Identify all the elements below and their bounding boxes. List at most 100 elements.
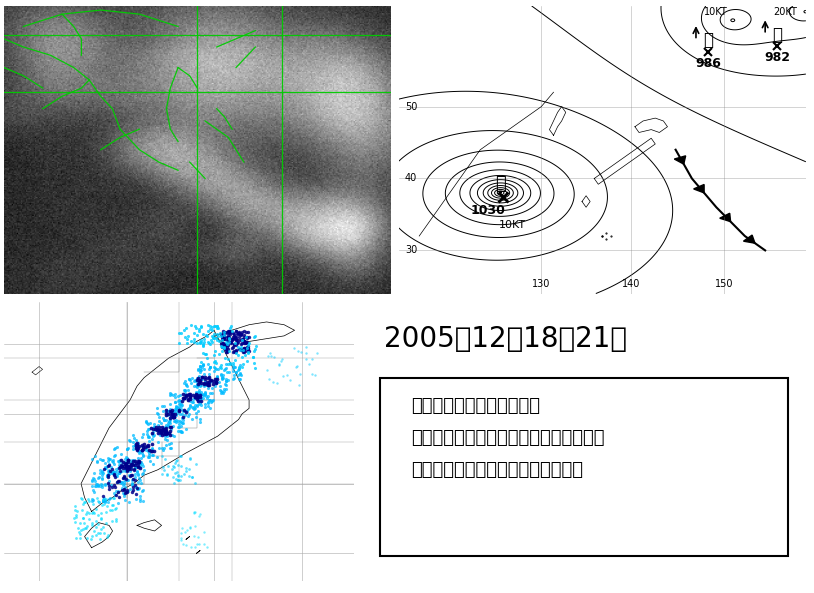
Point	[125, 475, 138, 484]
Point	[164, 423, 177, 432]
Point	[113, 460, 126, 469]
Point	[158, 443, 171, 452]
Point	[94, 468, 107, 478]
Point	[223, 333, 236, 343]
Point	[109, 503, 122, 513]
Point	[151, 429, 164, 438]
Point	[111, 471, 124, 481]
Point	[103, 467, 116, 476]
Point	[224, 359, 237, 368]
Point	[116, 466, 129, 476]
Point	[200, 330, 213, 340]
Point	[120, 475, 133, 484]
Point	[116, 461, 129, 471]
Point	[155, 418, 168, 428]
Point	[191, 373, 204, 382]
Point	[208, 363, 221, 372]
Point	[126, 437, 139, 447]
Point	[208, 329, 221, 339]
Point	[125, 470, 138, 480]
Point	[183, 374, 196, 383]
Point	[172, 461, 185, 470]
Point	[156, 406, 169, 416]
Point	[128, 464, 141, 474]
Point	[198, 528, 211, 537]
Point	[157, 415, 170, 425]
Point	[156, 470, 169, 479]
Point	[129, 483, 142, 492]
Point	[179, 393, 192, 403]
Point	[137, 466, 150, 475]
Point	[191, 380, 204, 390]
Point	[138, 439, 151, 449]
Point	[85, 495, 98, 504]
Point	[102, 497, 115, 506]
Point	[131, 470, 144, 479]
Point	[221, 329, 234, 338]
Point	[219, 339, 232, 349]
Point	[204, 324, 217, 333]
Point	[147, 422, 160, 432]
Point	[211, 321, 224, 331]
Point	[115, 449, 128, 458]
Point	[221, 333, 234, 342]
Point	[94, 465, 107, 474]
Point	[242, 341, 255, 350]
Point	[124, 471, 137, 481]
Point	[193, 398, 206, 408]
Point	[139, 443, 152, 452]
Text: 20KT: 20KT	[773, 7, 798, 17]
Point	[201, 378, 214, 388]
Point	[106, 467, 119, 476]
Text: 30: 30	[405, 246, 418, 256]
Point	[162, 421, 175, 431]
Point	[164, 410, 177, 420]
Polygon shape	[720, 213, 731, 222]
Point	[128, 463, 141, 473]
Point	[112, 486, 125, 495]
Point	[199, 377, 212, 386]
Point	[152, 437, 165, 447]
Point	[142, 452, 155, 461]
Point	[120, 466, 133, 475]
Point	[205, 331, 218, 341]
Point	[91, 511, 104, 520]
Point	[240, 333, 253, 342]
Point	[199, 391, 212, 400]
Point	[89, 531, 102, 540]
Point	[218, 353, 231, 362]
Point	[203, 380, 216, 390]
Point	[142, 436, 155, 445]
Point	[236, 346, 249, 355]
Point	[193, 339, 206, 348]
Point	[129, 439, 142, 449]
Point	[221, 340, 234, 350]
Point	[195, 322, 208, 331]
Point	[147, 447, 160, 456]
Point	[194, 396, 207, 405]
Point	[182, 403, 195, 412]
Point	[230, 329, 243, 339]
Point	[90, 479, 103, 489]
Point	[147, 422, 160, 431]
Point	[174, 329, 187, 338]
Point	[190, 412, 203, 422]
Point	[108, 451, 121, 460]
Point	[194, 378, 207, 387]
Point	[288, 343, 301, 352]
Point	[134, 453, 147, 463]
Point	[170, 467, 183, 476]
Point	[82, 515, 95, 524]
Point	[216, 333, 229, 342]
Point	[130, 482, 143, 492]
Point	[234, 361, 247, 370]
Point	[102, 471, 115, 480]
Point	[108, 490, 121, 499]
Point	[130, 466, 143, 476]
Point	[205, 375, 218, 385]
Point	[118, 464, 131, 473]
Polygon shape	[694, 184, 704, 193]
Point	[183, 401, 196, 411]
Point	[230, 367, 243, 377]
Point	[209, 358, 222, 368]
